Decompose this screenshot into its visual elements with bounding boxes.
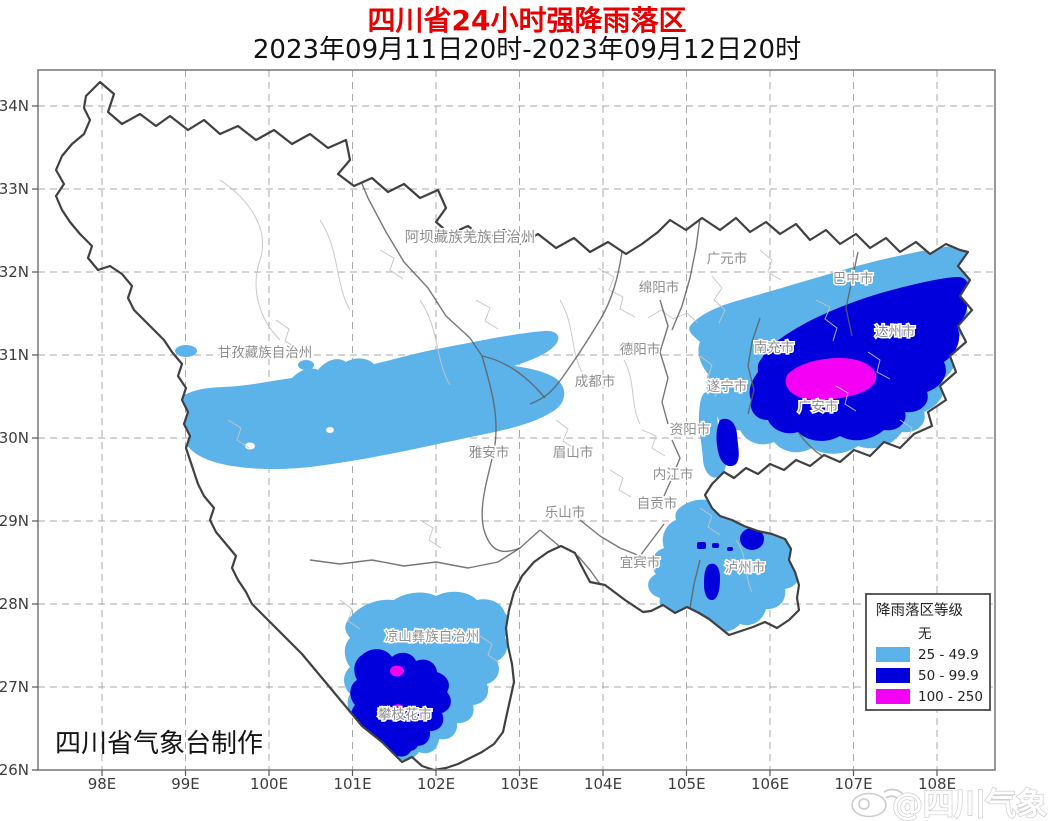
- lon-label: 107E: [834, 775, 872, 793]
- lat-label: 30N: [0, 429, 29, 447]
- legend: 降雨落区等级 无 25 - 49.9 50 - 99.9 100 - 250: [865, 593, 991, 711]
- map-label-leshan: 乐山市: [545, 504, 586, 521]
- axis-ticks: [32, 105, 938, 776]
- lon-label: 99E: [171, 775, 200, 793]
- map-label-luzhou: 泸州市: [725, 559, 766, 576]
- legend-label-none: 无: [918, 626, 932, 642]
- legend-label-extreme: 100 - 250: [918, 689, 983, 705]
- legend-label-heavy: 50 - 99.9: [918, 668, 979, 684]
- map-label-suining: 遂宁市: [707, 378, 748, 395]
- rainfall-areas: [175, 245, 972, 761]
- rain-area-heavy-liangshan: [350, 649, 451, 758]
- map-label-liangshan: 凉山彝族自治州: [385, 629, 480, 645]
- map-label-bazhong: 巴中市: [833, 270, 874, 287]
- lat-label: 31N: [0, 346, 29, 364]
- map-label-ziyang: 资阳市: [670, 421, 711, 438]
- map-label-aba: 阿坝藏族羌族自治州: [405, 229, 536, 246]
- map-label-nanchong: 南充市: [754, 339, 795, 356]
- rain-area-heavy-luzhou-spot: [740, 528, 764, 550]
- lon-label: 98E: [88, 775, 117, 793]
- map-label-yibin: 宜宾市: [620, 554, 661, 571]
- lon-label: 102E: [417, 775, 455, 793]
- map-label-guangan: 广安市: [798, 398, 839, 415]
- lon-label: 101E: [333, 775, 371, 793]
- watermark: @四川气象: [851, 786, 1048, 821]
- lat-label: 29N: [0, 512, 29, 530]
- map-label-dazhou: 达州市: [875, 323, 916, 340]
- lon-label: 108E: [918, 775, 956, 793]
- watermark-handle: @四川气象: [892, 787, 1047, 821]
- page-subtitle: 2023年09月11日20时-2023年09月12日20时: [253, 35, 801, 65]
- rain-area-light-patch: [175, 345, 197, 357]
- map-labels: 阿坝藏族羌族自治州 甘孜藏族自治州 广元市 巴中市 绵阳市 德阳市 南充市 达州…: [216, 228, 917, 725]
- lon-label: 106E: [751, 775, 789, 793]
- weibo-logo-icon: [851, 788, 904, 818]
- credit-text: 四川省气象台制作: [55, 729, 263, 759]
- map-label-chengdu: 成都市: [575, 373, 616, 390]
- map-label-yaan: 雅安市: [469, 444, 510, 461]
- lon-label: 103E: [500, 775, 538, 793]
- lat-label: 34N: [0, 97, 29, 115]
- rain-area-extreme-liangshan-spot: [390, 665, 404, 677]
- legend-swatch-none: [876, 626, 910, 641]
- map-label-zigong: 自贡市: [637, 495, 678, 512]
- legend-title: 降雨落区等级: [876, 601, 963, 619]
- map-frame: [37, 69, 996, 771]
- lon-label: 104E: [584, 775, 622, 793]
- rain-area-extreme-northeast: [785, 358, 877, 400]
- rain-area-light-patch: [298, 360, 314, 370]
- page-title: 四川省24小时强降雨落区: [368, 4, 687, 37]
- map-label-mianyang: 绵阳市: [639, 279, 680, 296]
- rain-area-heavy-northeast: [749, 277, 968, 441]
- lat-label: 33N: [0, 180, 29, 198]
- lat-label: 28N: [0, 595, 29, 613]
- rain-area-light-west-band: [177, 330, 565, 469]
- map-label-panzhihua: 攀枝花市: [378, 706, 432, 723]
- map-label-deyang: 德阳市: [620, 341, 661, 358]
- map-label-neijiang: 内江市: [653, 466, 694, 483]
- map-label-ganzi: 甘孜藏族自治州: [218, 345, 313, 361]
- map-label-meishan: 眉山市: [553, 444, 594, 461]
- legend-swatch-extreme: [876, 689, 910, 704]
- lon-label: 100E: [250, 775, 288, 793]
- county-boundaries: [219, 179, 921, 664]
- lon-axis-labels: 98E 99E 100E 101E 102E 103E 104E 105E 10…: [88, 775, 956, 793]
- legend-label-light: 25 - 49.9: [918, 647, 979, 663]
- lon-label: 105E: [667, 775, 705, 793]
- rain-area-extreme-liangshan-spot: [392, 704, 404, 714]
- legend-swatch-light: [876, 647, 910, 662]
- lat-label: 26N: [0, 761, 29, 779]
- lat-label: 27N: [0, 678, 29, 696]
- sichuan-province-border: [54, 80, 974, 772]
- map-label-guangyuan: 广元市: [707, 250, 748, 267]
- rain-area-light-border-strip: [698, 391, 727, 478]
- legend-swatch-heavy: [876, 668, 910, 683]
- rain-area-heavy-strip-spot: [716, 418, 739, 467]
- lat-axis-labels: 34N 33N 32N 31N 30N 29N 28N 27N 26N: [0, 97, 29, 779]
- lat-label: 32N: [0, 263, 29, 281]
